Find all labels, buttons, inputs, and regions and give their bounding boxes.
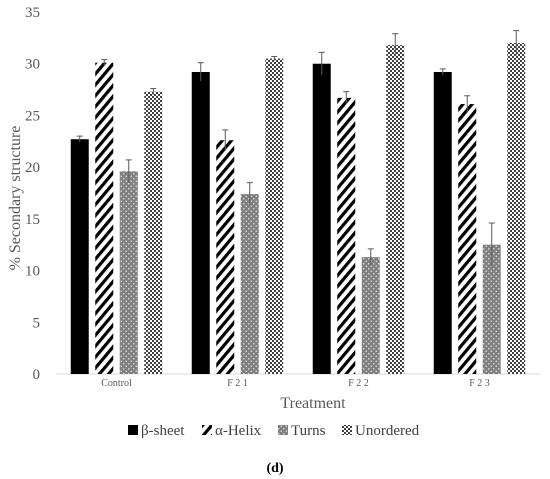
panel-label: (d) <box>266 461 283 476</box>
bar-dots-1 <box>240 194 259 374</box>
legend-swatch <box>128 425 138 435</box>
bar-diagonal-stripes-1 <box>216 140 235 374</box>
legend: β-sheet α-Helix Turns Unordered <box>128 423 420 439</box>
y-tick-label: 20 <box>25 160 40 176</box>
y-tick-label: 25 <box>25 108 40 124</box>
bar-solid-0 <box>70 139 89 374</box>
legend-entry-label: β-sheet <box>141 423 185 439</box>
x-tick-label: F 2 1 <box>227 378 248 389</box>
legend-entry-label: Turns <box>291 423 326 439</box>
legend-swatch <box>202 425 212 435</box>
legend-entry-label: Unordered <box>355 423 420 439</box>
y-axis-title: % Secondary structure <box>7 126 24 271</box>
x-axis-ticks: Control F 2 1 F 2 2 F 2 3 <box>101 378 490 389</box>
bar-diagonal-stripes-0 <box>95 62 114 375</box>
bar-diagonal-stripes-2 <box>337 97 356 375</box>
y-tick-label: 10 <box>25 264 40 280</box>
bar-checker-2 <box>386 45 405 375</box>
legend-swatch <box>342 425 352 435</box>
bar-solid-1 <box>191 71 210 374</box>
y-tick-label: 15 <box>25 212 40 228</box>
bars <box>70 30 526 375</box>
bar-solid-2 <box>312 63 331 374</box>
bar-checker-3 <box>507 43 526 375</box>
x-axis-title: Treatment <box>280 395 346 412</box>
bar-dots-2 <box>361 257 380 374</box>
y-tick-label: 30 <box>25 57 40 73</box>
legend-entry-label: α-Helix <box>215 423 262 439</box>
x-tick-label: F 2 2 <box>348 378 369 389</box>
bar-checker-0 <box>144 91 163 374</box>
y-tick-label: 0 <box>33 367 41 383</box>
x-tick-label: Control <box>101 378 132 389</box>
bar-dots-3 <box>482 244 501 374</box>
y-tick-label: 35 <box>25 5 40 21</box>
x-tick-label: F 2 3 <box>469 378 490 389</box>
bar-diagonal-stripes-3 <box>458 104 477 375</box>
bar-checker-1 <box>265 58 284 375</box>
bar-solid-3 <box>433 71 452 374</box>
legend-swatch <box>278 425 288 435</box>
y-axis-ticks: 0 5 10 15 20 25 30 35 <box>25 5 40 383</box>
bar-dots-0 <box>119 171 138 374</box>
y-tick-label: 5 <box>33 315 41 331</box>
